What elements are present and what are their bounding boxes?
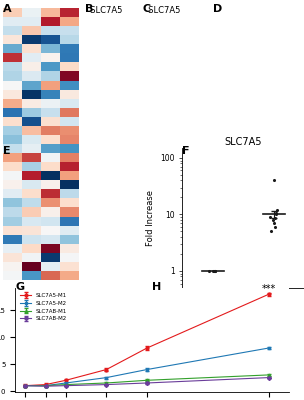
Text: A: A bbox=[3, 4, 12, 14]
Point bbox=[210, 268, 215, 274]
Point bbox=[211, 268, 216, 274]
Point bbox=[274, 210, 279, 216]
Legend: SLC7A5-M1, SLC7A5-M2, SLC7AB-M1, SLC7AB-M2: SLC7A5-M1, SLC7A5-M2, SLC7AB-M1, SLC7AB-… bbox=[18, 291, 69, 324]
Text: E: E bbox=[3, 146, 11, 156]
Text: ***: *** bbox=[261, 284, 276, 294]
Text: D: D bbox=[213, 4, 222, 14]
Point bbox=[269, 228, 274, 235]
Point bbox=[272, 177, 277, 184]
Point bbox=[268, 214, 273, 220]
Point bbox=[274, 211, 278, 218]
Point bbox=[274, 207, 279, 213]
Text: SLC7A5: SLC7A5 bbox=[85, 6, 123, 15]
Point bbox=[207, 268, 212, 274]
Point bbox=[212, 268, 217, 274]
Point bbox=[271, 220, 276, 226]
Point bbox=[270, 217, 275, 223]
Text: H: H bbox=[152, 282, 161, 292]
Text: C: C bbox=[143, 4, 151, 14]
Text: F: F bbox=[182, 146, 190, 156]
Point bbox=[212, 268, 217, 274]
Point bbox=[273, 215, 278, 222]
Title: SLC7A5: SLC7A5 bbox=[224, 137, 262, 147]
Point bbox=[272, 224, 277, 230]
Y-axis label: Fold Increase: Fold Increase bbox=[146, 190, 155, 246]
Text: G: G bbox=[15, 282, 24, 292]
Text: B: B bbox=[85, 4, 94, 14]
Text: SLC7A5: SLC7A5 bbox=[143, 6, 180, 15]
